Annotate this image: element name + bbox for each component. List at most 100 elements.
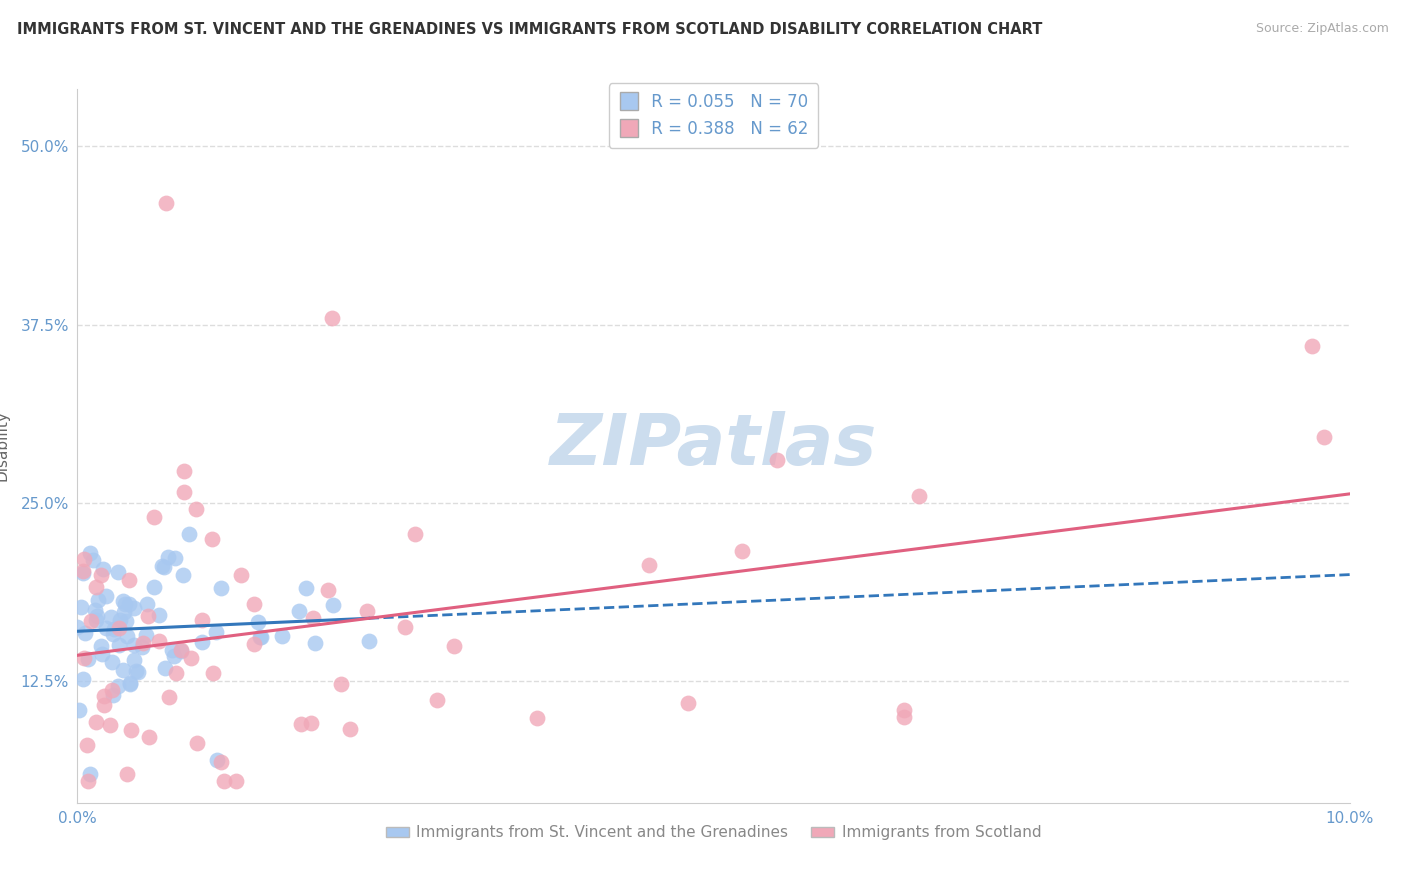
Point <box>118 597 141 611</box>
Point <box>170 643 193 657</box>
Point <box>172 568 194 582</box>
Point <box>295 582 318 596</box>
Point <box>243 597 266 611</box>
Point <box>73 626 96 640</box>
Point <box>339 723 361 737</box>
Point <box>101 655 124 669</box>
Point <box>443 640 465 654</box>
Point <box>120 676 142 690</box>
Y-axis label: Disability: Disability <box>0 410 10 482</box>
Point <box>94 621 117 635</box>
Point <box>143 580 166 594</box>
Point <box>122 653 145 667</box>
Point <box>165 665 187 680</box>
Point <box>184 502 207 516</box>
Point <box>122 638 145 652</box>
Point <box>66 619 89 633</box>
Point <box>247 615 270 629</box>
Point <box>150 559 173 574</box>
Point <box>321 310 343 325</box>
Point <box>394 620 416 634</box>
Point <box>173 485 195 500</box>
Point <box>290 717 312 731</box>
Point <box>72 672 94 686</box>
Point <box>77 652 100 666</box>
Point <box>90 568 112 582</box>
Point <box>404 526 426 541</box>
Point <box>79 546 101 560</box>
Point <box>132 636 155 650</box>
Point <box>86 580 108 594</box>
Point <box>302 611 325 625</box>
Point <box>117 573 139 587</box>
Point <box>205 625 228 640</box>
Point <box>83 603 105 617</box>
Point <box>426 693 449 707</box>
Point <box>209 581 232 595</box>
Point <box>86 609 108 624</box>
Point <box>893 710 915 724</box>
Point <box>93 689 115 703</box>
Point <box>731 544 754 558</box>
Point <box>201 533 224 547</box>
Point <box>1313 430 1336 444</box>
Point <box>108 638 131 652</box>
Point <box>526 711 548 725</box>
Point <box>84 715 107 730</box>
Point <box>73 551 96 566</box>
Point <box>120 676 142 690</box>
Point <box>136 608 159 623</box>
Point <box>107 679 129 693</box>
Point <box>153 560 176 574</box>
Point <box>250 630 273 644</box>
Point <box>190 635 212 649</box>
Point <box>1301 339 1323 353</box>
Point <box>169 643 191 657</box>
Point <box>180 651 202 665</box>
Point <box>73 650 96 665</box>
Point <box>103 622 125 636</box>
Point <box>127 665 149 679</box>
Point <box>207 753 229 767</box>
Point <box>98 718 121 732</box>
Point <box>72 564 94 578</box>
Point <box>165 551 187 566</box>
Point <box>91 647 114 661</box>
Point <box>91 562 114 576</box>
Point <box>148 607 170 622</box>
Point <box>80 615 103 629</box>
Point <box>173 464 195 478</box>
Point <box>201 665 224 680</box>
Point <box>93 698 115 712</box>
Point <box>72 566 94 580</box>
Point <box>766 453 789 467</box>
Point <box>356 604 378 618</box>
Point <box>249 630 271 644</box>
Point <box>82 553 104 567</box>
Point <box>87 593 110 607</box>
Legend: Immigrants from St. Vincent and the Grenadines, Immigrants from Scotland: Immigrants from St. Vincent and the Gren… <box>380 820 1047 847</box>
Point <box>209 755 232 769</box>
Point <box>101 688 124 702</box>
Point <box>131 640 153 654</box>
Point <box>100 610 122 624</box>
Point <box>70 599 93 614</box>
Point <box>157 690 180 705</box>
Point <box>125 664 148 678</box>
Point <box>76 738 98 752</box>
Point <box>77 774 100 789</box>
Point <box>893 703 915 717</box>
Point <box>225 774 247 789</box>
Point <box>163 648 186 663</box>
Point <box>212 774 235 789</box>
Point <box>121 723 143 737</box>
Point <box>357 634 380 648</box>
Point <box>288 604 311 618</box>
Point <box>108 621 131 635</box>
Text: IMMIGRANTS FROM ST. VINCENT AND THE GRENADINES VS IMMIGRANTS FROM SCOTLAND DISAB: IMMIGRANTS FROM ST. VINCENT AND THE GREN… <box>17 22 1042 37</box>
Point <box>676 696 699 710</box>
Point <box>115 766 138 780</box>
Point <box>122 601 145 615</box>
Point <box>79 767 101 781</box>
Point <box>142 510 165 524</box>
